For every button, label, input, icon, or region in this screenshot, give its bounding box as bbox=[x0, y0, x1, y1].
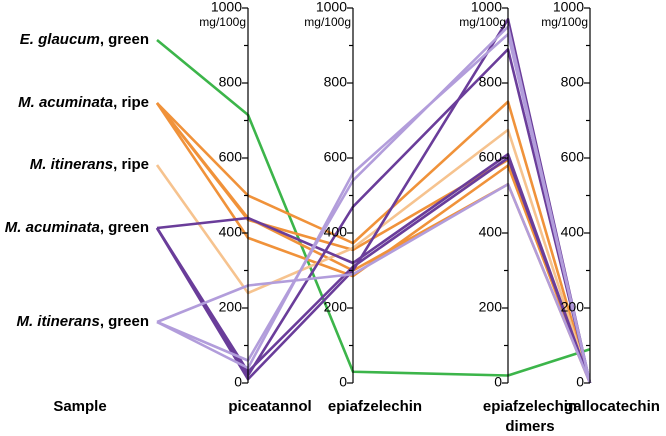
y-tick-label: 400 bbox=[479, 224, 503, 240]
unit-label: mg/100g bbox=[541, 15, 588, 29]
y-tick-label: 200 bbox=[219, 299, 243, 315]
dimension-label: gallocatechin bbox=[564, 398, 660, 415]
y-tick-label: 1000 bbox=[316, 0, 347, 15]
sample-stage: , green bbox=[100, 219, 149, 236]
y-tick-label: 1000 bbox=[211, 0, 242, 15]
sample-label: M. itinerans, ripe bbox=[30, 156, 149, 173]
y-tick-label: 0 bbox=[234, 374, 242, 390]
sample-stage: , green bbox=[100, 31, 149, 48]
dimension-label: epiafzelechin dimers bbox=[483, 398, 577, 435]
y-tick-label: 400 bbox=[219, 224, 243, 240]
unit-label: mg/100g bbox=[459, 15, 506, 29]
sample-species: M. acuminata bbox=[5, 219, 100, 236]
y-tick-label: 600 bbox=[324, 149, 348, 165]
sample-species: M. itinerans bbox=[16, 313, 99, 330]
series-line bbox=[155, 102, 592, 384]
y-tick-label: 600 bbox=[479, 149, 503, 165]
series-line bbox=[155, 102, 592, 384]
sample-label: M. itinerans, green bbox=[16, 313, 149, 330]
sample-stage: , ripe bbox=[113, 94, 149, 111]
sample-axis-label: Sample bbox=[53, 398, 106, 415]
y-tick-label: 400 bbox=[561, 224, 585, 240]
sample-species: M. acuminata bbox=[18, 94, 113, 111]
y-tick-label: 800 bbox=[219, 74, 243, 90]
y-tick-label: 200 bbox=[479, 299, 503, 315]
series-line bbox=[156, 100, 592, 384]
sample-label: E. glaucum, green bbox=[20, 31, 149, 48]
y-tick-label: 0 bbox=[576, 374, 584, 390]
series-line bbox=[155, 102, 592, 384]
sample-label: M. acuminata, ripe bbox=[18, 94, 149, 111]
y-tick-label: 600 bbox=[561, 149, 585, 165]
y-tick-label: 800 bbox=[479, 74, 503, 90]
sample-stage: , ripe bbox=[113, 156, 149, 173]
y-tick-label: 0 bbox=[494, 374, 502, 390]
y-tick-label: 200 bbox=[324, 299, 348, 315]
sample-label: M. acuminata, green bbox=[5, 219, 149, 236]
y-tick-label: 600 bbox=[219, 149, 243, 165]
unit-label: mg/100g bbox=[304, 15, 351, 29]
y-tick-label: 800 bbox=[561, 74, 585, 90]
y-tick-label: 1000 bbox=[471, 0, 502, 15]
sample-species: E. glaucum bbox=[20, 31, 100, 48]
y-tick-label: 200 bbox=[561, 299, 585, 315]
y-tick-label: 400 bbox=[324, 224, 348, 240]
unit-label: mg/100g bbox=[199, 15, 246, 29]
dimension-label: epiafzelechin bbox=[328, 398, 422, 415]
y-tick-label: 0 bbox=[339, 374, 347, 390]
sample-stage: , green bbox=[100, 313, 149, 330]
y-tick-label: 1000 bbox=[553, 0, 584, 15]
sample-species: M. itinerans bbox=[30, 156, 113, 173]
y-tick-label: 800 bbox=[324, 74, 348, 90]
dimension-label: piceatannol bbox=[228, 398, 311, 415]
